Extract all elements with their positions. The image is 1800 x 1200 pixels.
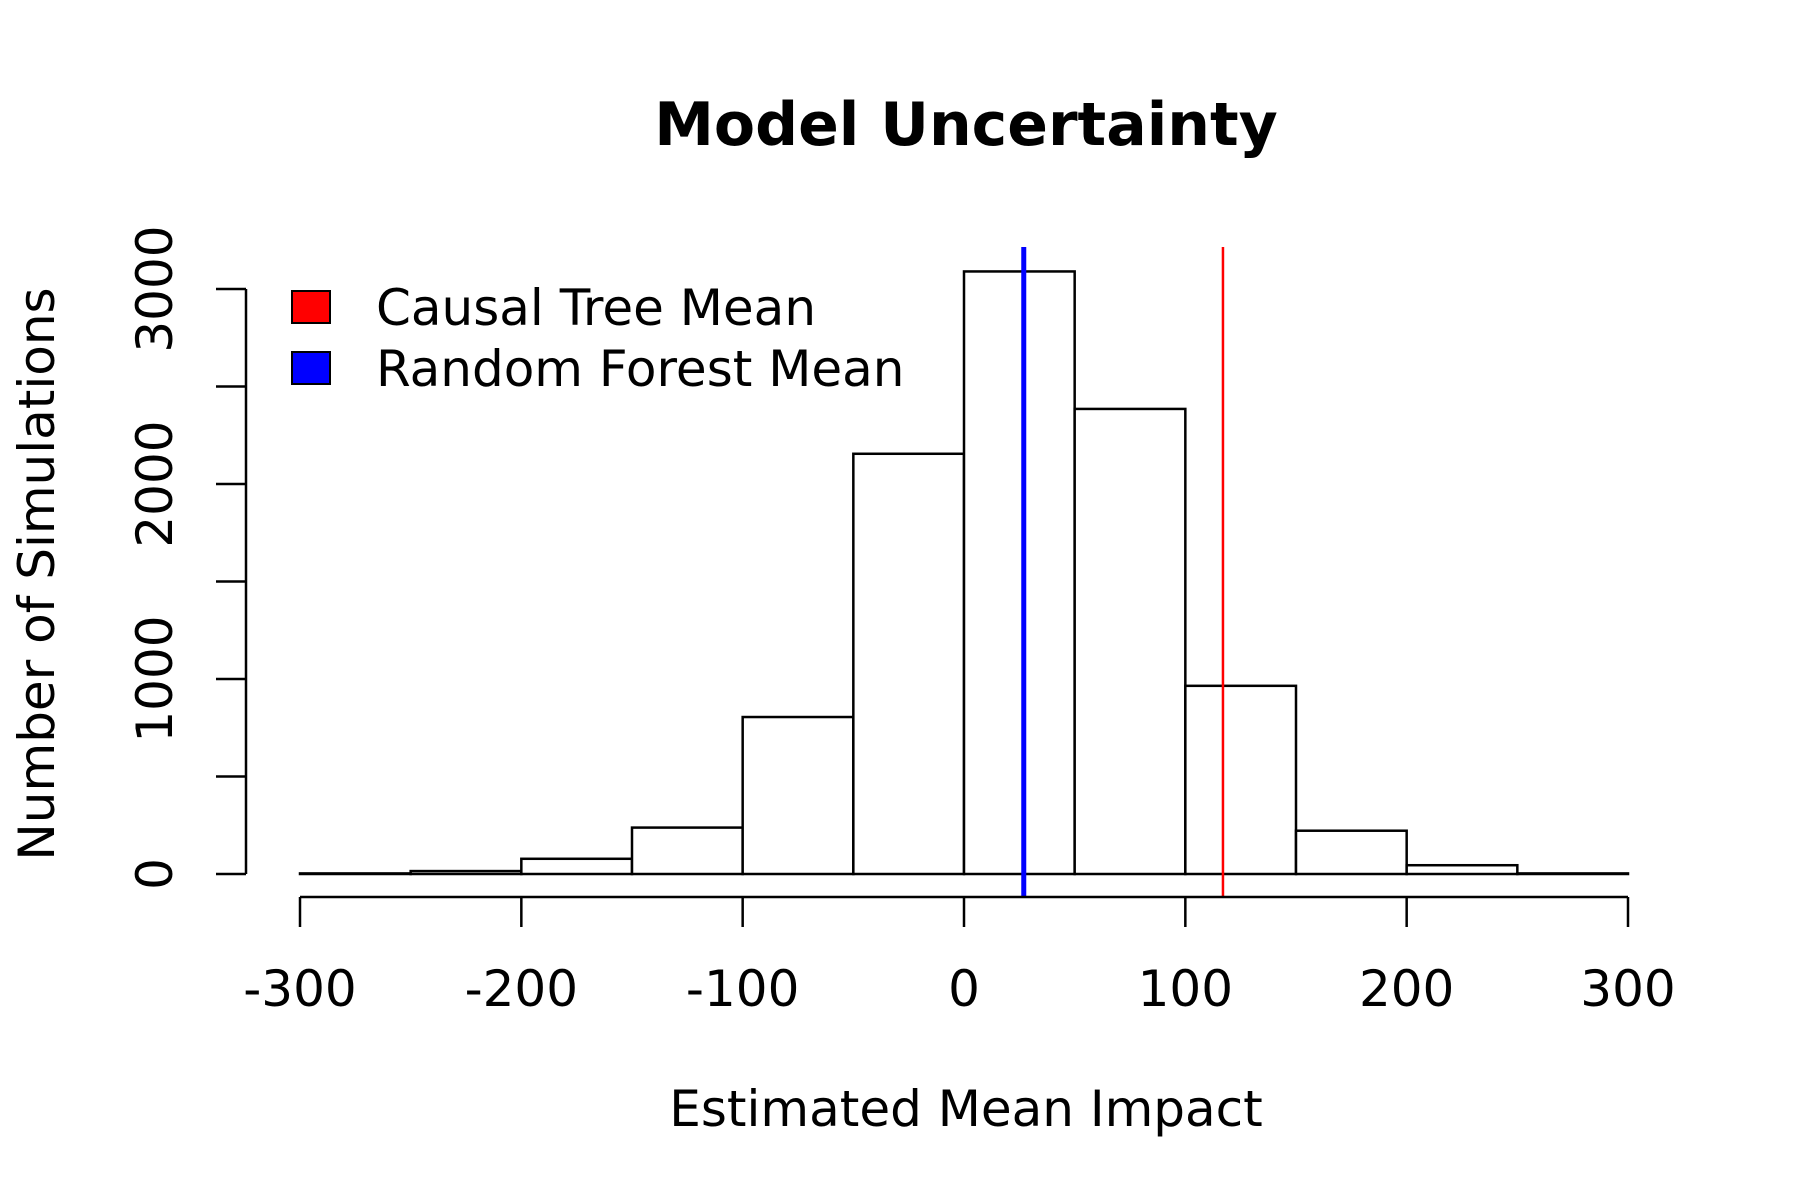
legend-swatch-1 [291,351,331,385]
legend-swatch-0 [291,290,331,324]
x-tick-label-4: 100 [1138,960,1233,1018]
histogram-bar-6 [962,270,1076,876]
histogram-bar-5 [852,452,966,876]
histogram-bar-7 [1073,407,1187,876]
y-tick-label-6: 3000 [126,225,184,352]
reference-lines [1021,247,1225,897]
x-tick-label-5: 200 [1359,960,1454,1018]
x-tick-label-2: -100 [686,960,799,1018]
x-tick-label-1: -200 [465,960,578,1018]
x-tick-label-0: -300 [243,960,356,1018]
histogram-bars [298,270,1630,876]
legend-label-0: Causal Tree Mean [376,279,816,337]
x-axis-title: Estimated Mean Impact [669,1080,1263,1138]
histogram-bar-9 [1294,829,1408,876]
y-axis: 0 1000 2000 3000 [126,225,248,890]
histogram-bar-1 [409,869,523,876]
histogram-bar-11 [1516,872,1630,876]
legend-label-1: Random Forest Mean [376,340,904,398]
histogram-bar-3 [630,826,744,876]
y-axis-title: Number of Simulations [8,287,66,860]
x-axis: -300 -200 -100 0 100 200 300 [243,895,1676,1018]
histogram-bar-0 [298,872,412,876]
y-tick-label-4: 2000 [126,420,184,547]
histogram-bar-10 [1405,863,1519,876]
y-tick-label-2: 1000 [126,615,184,742]
histogram-bar-8 [1184,684,1298,876]
chart-title: Model Uncertainty [654,90,1278,160]
x-tick-label-3: 0 [948,960,980,1018]
x-tick-label-6: 300 [1580,960,1675,1018]
histogram-bar-2 [520,857,634,876]
y-tick-label-0: 0 [126,858,184,890]
histogram-bar-4 [741,715,855,876]
